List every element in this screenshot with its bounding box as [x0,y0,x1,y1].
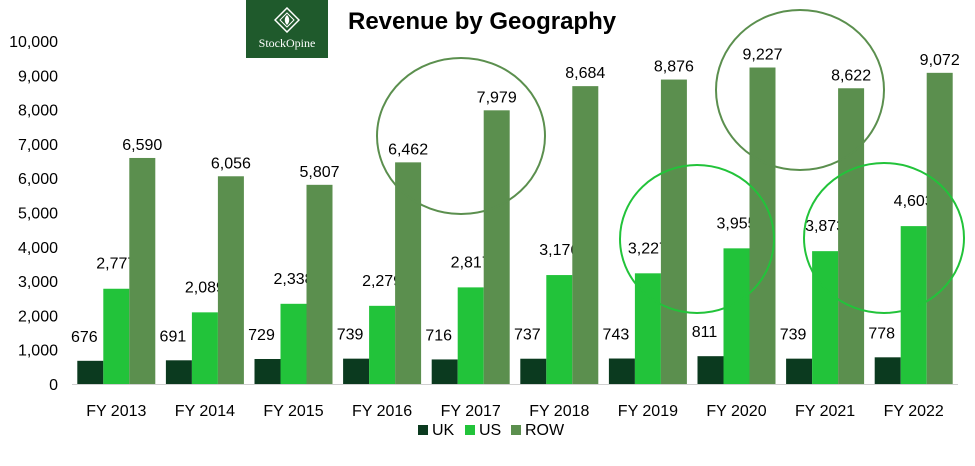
annotation-circle [715,9,885,171]
legend-swatch-us [465,425,475,435]
bar-row [483,110,510,384]
data-label-row: 8,622 [831,67,871,84]
bar-row [129,157,156,384]
data-label-us: 2,817 [451,254,491,271]
bar-us [369,305,396,384]
bar-row [572,86,599,385]
bar-us [812,251,839,384]
data-label-row: 8,876 [654,59,694,76]
x-tick-label: FY 2020 [706,403,766,420]
bar-uk [520,358,547,384]
diamond-logo-icon [274,7,300,33]
y-tick-label: 10,000 [9,34,58,51]
data-label-uk: 811 [692,324,718,341]
data-label-row: 9,227 [742,47,782,64]
x-tick-label: FY 2017 [441,403,501,420]
data-label-us: 3,176 [539,242,579,259]
bar-us [546,275,573,384]
x-tick-label: FY 2021 [795,403,855,420]
x-tick-label: FY 2016 [352,403,412,420]
bar-row [306,184,333,384]
legend-swatch-row [511,425,521,435]
bar-row [838,88,865,384]
bar-us [191,312,218,384]
data-label-us: 2,777 [96,256,136,273]
legend-swatch-uk [418,425,428,435]
bar-us [723,248,750,384]
legend-label-uk: UK [432,422,455,439]
data-label-row: 7,979 [477,89,517,106]
y-tick-label: 7,000 [18,137,58,154]
bar-uk [165,360,192,384]
data-label-us: 4,603 [894,193,934,210]
data-label-us: 3,873 [805,218,845,235]
data-label-us: 2,338 [273,271,313,288]
y-tick-label: 1,000 [18,343,58,360]
y-tick-label: 5,000 [18,206,58,223]
annotation-circle [376,57,546,215]
x-tick-label: FY 2015 [263,403,323,420]
logo-text: StockOpine [258,36,316,50]
data-label-row: 9,072 [920,52,960,69]
y-tick-label: 6,000 [18,171,58,188]
data-label-us: 2,089 [185,279,225,296]
annotation-circle [803,162,965,314]
data-label-row: 6,056 [211,155,251,172]
data-label-row: 5,807 [299,164,339,181]
annotation-circle [619,164,775,314]
x-tick-label: FY 2019 [618,403,678,420]
data-label-uk: 778 [868,325,895,342]
bar-row [217,176,244,384]
y-tick-label: 0 [49,377,58,394]
x-tick-label: FY 2014 [175,403,235,420]
bar-us [900,226,927,384]
data-label-us: 2,279 [362,273,402,290]
data-label-uk: 691 [160,328,187,345]
bar-uk [431,359,458,384]
bar-uk [697,356,724,384]
data-label-us: 3,227 [628,240,668,257]
bar-uk [343,358,370,384]
x-tick-label: FY 2022 [884,403,944,420]
bar-us [634,273,661,384]
data-label-uk: 716 [425,327,452,344]
data-label-uk: 743 [603,327,630,344]
bar-row [926,72,953,385]
legend-label-us: US [479,422,501,439]
bar-uk [608,358,635,384]
bar-row [395,162,422,384]
bar-us [457,287,484,384]
data-label-uk: 739 [337,327,364,344]
data-label-uk: 739 [780,327,807,344]
y-tick-label: 2,000 [18,308,58,325]
bar-us [103,288,130,384]
y-tick-label: 3,000 [18,274,58,291]
bar-uk [254,358,281,384]
bar-uk [874,357,901,384]
bar-uk [77,360,104,384]
bar-us [280,303,307,384]
y-tick-label: 4,000 [18,240,58,257]
y-tick-label: 9,000 [18,68,58,85]
x-tick-label: FY 2013 [86,403,146,420]
x-tick-label: FY 2018 [529,403,589,420]
chart-title: Revenue by Geography [348,8,617,35]
data-label-uk: 676 [71,329,98,346]
legend-label-row: ROW [525,422,565,439]
data-label-row: 6,590 [122,137,162,154]
bar-uk [786,358,813,384]
data-label-us: 3,955 [716,215,756,232]
data-label-uk: 729 [248,327,275,344]
bar-row [749,67,776,384]
stockopine-logo: StockOpine [246,0,328,58]
bar-row [660,79,687,385]
data-label-row: 8,684 [565,65,605,82]
y-tick-label: 8,000 [18,103,58,120]
data-label-row: 6,462 [388,141,428,158]
data-label-uk: 737 [514,327,541,344]
